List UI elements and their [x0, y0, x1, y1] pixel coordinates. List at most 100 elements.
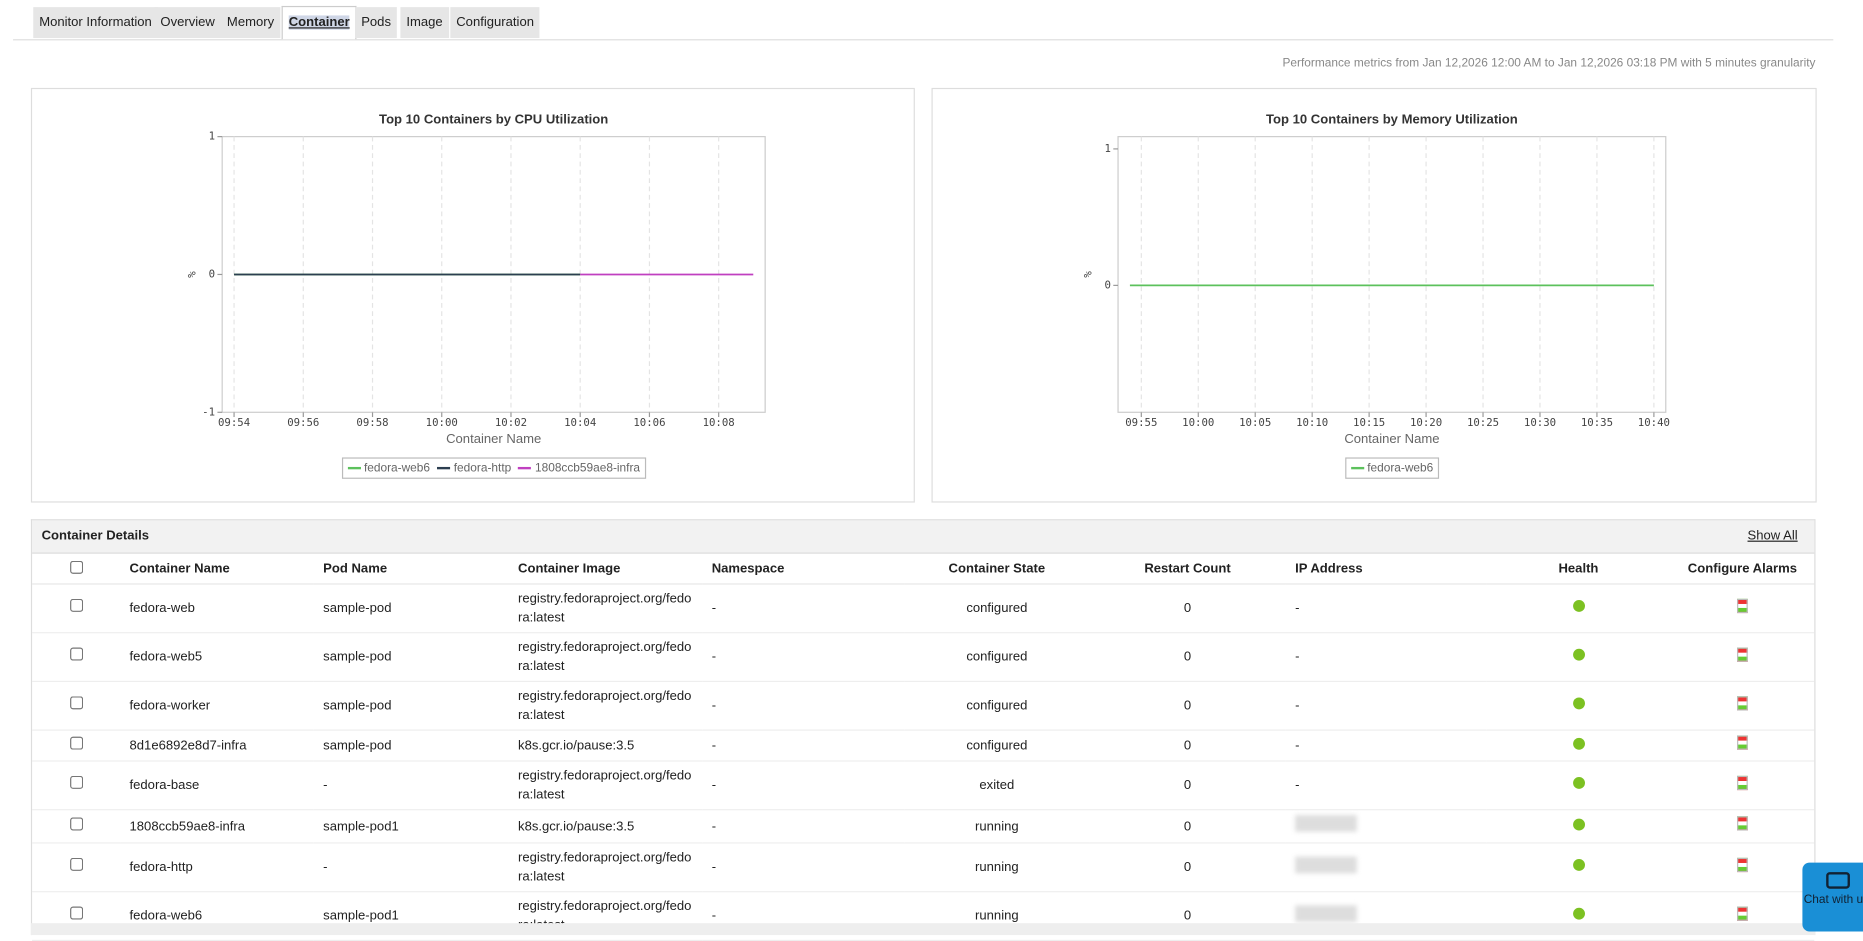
- health-indicator: [1572, 777, 1585, 789]
- cell: [1486, 632, 1671, 682]
- x-tick-label: 10:35: [1581, 416, 1613, 429]
- y-tick-label: 0: [209, 267, 215, 280]
- cell: fedora-base: [120, 761, 314, 811]
- configure-alarm-icon[interactable]: [1737, 857, 1748, 872]
- legend-item[interactable]: fedora-web6: [347, 462, 430, 475]
- cell: [1670, 809, 1815, 844]
- row-checkbox[interactable]: [69, 647, 83, 661]
- configure-alarm-icon[interactable]: [1737, 816, 1748, 831]
- row-checkbox[interactable]: [69, 598, 83, 612]
- details-title: Container Details: [41, 528, 150, 543]
- configure-alarm-icon[interactable]: [1737, 646, 1748, 662]
- x-tick-label: 10:25: [1467, 416, 1499, 429]
- cell: [1670, 632, 1815, 682]
- legend-label: fedora-web6: [1367, 461, 1434, 475]
- cell: -: [702, 761, 905, 811]
- configure-alarm-icon[interactable]: [1737, 905, 1748, 921]
- column-header: Namespace: [702, 553, 905, 585]
- cell: [1670, 583, 1815, 634]
- tab[interactable]: Memory: [220, 7, 281, 39]
- column-header: Restart Count: [1089, 553, 1286, 585]
- x-tick-label: 10:20: [1410, 416, 1442, 429]
- row-checkbox[interactable]: [69, 775, 83, 789]
- cell: fedora-http: [120, 842, 314, 893]
- health-indicator: [1572, 648, 1585, 661]
- cell: configured: [904, 632, 1090, 682]
- column-header: Configure Alarms: [1670, 553, 1815, 585]
- x-tick-label: 09:55: [1125, 416, 1157, 429]
- ip-redacted: [1295, 856, 1357, 873]
- header-row: Container Name Pod Name Container Image Nam…: [32, 553, 1815, 585]
- plot-area: [1117, 136, 1667, 413]
- chart-panel: [931, 87, 1817, 503]
- health-indicator: [1572, 859, 1585, 871]
- tab-label: Pods: [361, 15, 391, 30]
- tab[interactable]: Configuration: [450, 7, 540, 39]
- chat-widget[interactable]: Chat with us!: [1802, 862, 1863, 932]
- cell: fedora-web5: [120, 632, 314, 682]
- legend-item[interactable]: fedora-http: [437, 462, 511, 475]
- cell: -: [1285, 583, 1487, 634]
- x-tick-label: 10:00: [1182, 416, 1214, 429]
- ip-redacted: [1295, 815, 1357, 832]
- legend-item[interactable]: fedora-web6: [1350, 461, 1434, 475]
- row-checkbox[interactable]: [69, 696, 83, 710]
- cell: k8s.gcr.io/pause:3.5: [508, 730, 703, 762]
- cell: configured: [904, 681, 1090, 731]
- x-tick-label: 10:40: [1638, 416, 1670, 429]
- configure-alarm-icon[interactable]: [1737, 775, 1748, 790]
- table-row: fedora-base - registry.fedoraproject.org/f…: [32, 761, 1815, 811]
- cell: [32, 730, 121, 762]
- cell: -: [1285, 761, 1487, 811]
- row-checkbox[interactable]: [69, 857, 83, 871]
- health-indicator: [1572, 907, 1585, 920]
- legend-swatch: [437, 466, 451, 470]
- cell: registry.fedoraproject.org/fedora:latest: [508, 583, 703, 634]
- row-checkbox[interactable]: [69, 736, 83, 750]
- cell: registry.fedoraproject.org/fedora:latest: [508, 632, 703, 682]
- show-all-link[interactable]: Show All: [1747, 528, 1798, 543]
- chart-panel: [30, 87, 915, 503]
- configure-alarm-icon[interactable]: [1737, 695, 1748, 710]
- footer-band: [30, 923, 1816, 936]
- legend-label: fedora-http: [453, 461, 512, 475]
- tab[interactable]: Image: [400, 7, 449, 39]
- health-indicator: [1572, 600, 1585, 612]
- table-row: fedora-web sample-pod registry.fedoraproje…: [32, 583, 1815, 634]
- cell: registry.fedoraproject.org/fedora:latest: [508, 761, 703, 811]
- x-axis-label: Container Name: [446, 432, 542, 447]
- y-tick-label: 1: [209, 130, 215, 143]
- cell: -: [702, 809, 905, 844]
- tab[interactable]: Container: [281, 5, 357, 40]
- x-tick-label: 09:54: [218, 416, 250, 429]
- select-all-checkbox[interactable]: [69, 560, 83, 574]
- tab[interactable]: Monitor Information: [33, 7, 158, 39]
- ip-redacted: [1295, 904, 1357, 922]
- column-header: Pod Name: [313, 553, 509, 585]
- y-axis-label: %: [185, 271, 198, 278]
- tab-label: Memory: [226, 15, 275, 30]
- tab[interactable]: Overview: [154, 7, 221, 39]
- configure-alarm-icon[interactable]: [1737, 598, 1748, 613]
- cell: fedora-worker: [120, 681, 314, 731]
- cell: exited: [904, 761, 1090, 811]
- configure-alarm-icon[interactable]: [1737, 735, 1748, 750]
- cell: -: [313, 842, 509, 893]
- row-checkbox[interactable]: [69, 906, 83, 920]
- table-row: 1808ccb59ae8-infra sample-pod1 k8s.gcr.io/…: [32, 809, 1815, 844]
- tab-label: Configuration: [456, 15, 534, 30]
- legend-item[interactable]: 1808ccb59ae8-infra: [518, 462, 640, 475]
- cell: [1670, 681, 1815, 731]
- cell: sample-pod1: [313, 809, 509, 844]
- cell: -: [702, 842, 905, 893]
- tab-label: Image: [406, 15, 443, 30]
- tab[interactable]: Pods: [355, 7, 397, 39]
- cell: registry.fedoraproject.org/fedora:latest: [508, 681, 703, 731]
- legend: fedora-web6 fedora-http 1808ccb59ae8-infra: [341, 457, 646, 479]
- cell: -: [702, 632, 905, 682]
- cell: [32, 583, 121, 634]
- row-checkbox[interactable]: [69, 816, 83, 830]
- cell: 0: [1089, 761, 1286, 811]
- x-axis-label: Container Name: [1344, 432, 1440, 447]
